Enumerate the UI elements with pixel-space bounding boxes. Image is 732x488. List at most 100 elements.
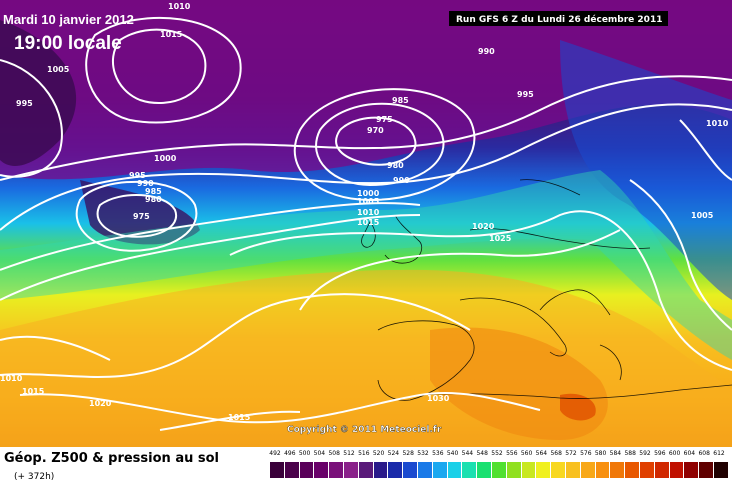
isobar-label: 1010: [706, 119, 729, 128]
color-scale-tick: 508: [328, 450, 340, 457]
coastlines: [361, 179, 732, 401]
color-scale-swatch: [358, 462, 374, 478]
color-scale-swatch: [491, 462, 507, 478]
color-scale-swatch: [270, 462, 285, 478]
color-scale-tick: 568: [550, 450, 562, 457]
color-scale-tick: 540: [446, 450, 459, 457]
color-scale-tick: 492: [269, 450, 281, 457]
color-scale-tick: 596: [654, 450, 666, 457]
isobar-label: 1010: [168, 2, 191, 11]
color-scale-swatch: [699, 462, 714, 478]
isobar-label: 1020: [89, 399, 112, 408]
color-scale-swatch: [403, 462, 418, 478]
color-scale-tick: 560: [520, 450, 533, 457]
isobar-label: 995: [129, 171, 146, 180]
isobars: [0, 16, 732, 431]
isobar-label: 970: [367, 126, 384, 135]
z500-hot-zone: [560, 393, 596, 421]
color-scale-tick: 512: [343, 450, 355, 457]
color-scale-swatch: [343, 462, 359, 478]
color-scale-swatch: [669, 462, 685, 478]
color-scale-tick: 588: [624, 450, 636, 457]
color-scale-tick: 520: [372, 450, 385, 457]
legend-footer: Géop. Z500 & pression au sol (+ 372h) 49…: [0, 447, 732, 488]
isobar-labels: 1010 1015 990 1005 995 985 975 970 995 1…: [0, 2, 729, 422]
isobar-label: 1010: [357, 208, 380, 217]
legend-title: Géop. Z500 & pression au sol: [4, 451, 219, 466]
color-scale-swatch: [713, 462, 729, 478]
color-scale-swatch: [299, 462, 315, 478]
isobar-label: 990: [137, 179, 154, 188]
color-scale-tick: 500: [298, 450, 311, 457]
color-scale-tick: 612: [713, 450, 725, 457]
color-scale-swatch: [388, 462, 404, 478]
isobar-label: 1030: [427, 394, 450, 403]
isobar-label: 1020: [472, 222, 495, 231]
copyright-label: Copyright © 2011 Meteociel.fr: [287, 425, 442, 435]
color-scale-tick: 516: [358, 450, 370, 457]
run-label: Run GFS 6 Z du Lundi 26 décembre 2011: [456, 14, 662, 25]
isobar-label: 1005: [47, 65, 70, 74]
date-label: Mardi 10 janvier 2012: [3, 12, 134, 27]
color-scale-tick: 532: [417, 450, 429, 457]
isobar-label: 1025: [489, 234, 512, 243]
color-scale-swatch: [417, 462, 433, 478]
isobar-label: 975: [376, 115, 393, 124]
color-scale-tick: 600: [668, 450, 681, 457]
color-scale-swatch: [610, 462, 626, 478]
color-scale-swatch: [565, 462, 581, 478]
z500-purple-zone: [0, 0, 732, 180]
color-scale-swatch: [314, 462, 330, 478]
color-scale-tick: 608: [698, 450, 710, 457]
color-scale-tick: 544: [461, 450, 474, 457]
isobar-label: 990: [393, 176, 410, 185]
time-label: 19:00 locale: [14, 33, 122, 54]
color-scale-tick: 584: [609, 450, 622, 457]
isobar-label: 1015: [22, 387, 45, 396]
isobar-label: 1000: [357, 189, 380, 198]
color-scale-swatch: [580, 462, 596, 478]
color-scale-tick: 564: [535, 450, 548, 457]
color-scale-tick: 556: [506, 450, 518, 457]
isobar-label: 995: [16, 99, 33, 108]
color-scale-tick: 580: [594, 450, 607, 457]
color-scale-swatch: [462, 462, 478, 478]
color-scale-swatch: [536, 462, 552, 478]
color-scale-swatch: [477, 462, 492, 478]
color-scale-tick: 524: [387, 450, 400, 457]
color-scale-swatch: [654, 462, 670, 478]
isobar-label: 1005: [691, 211, 714, 220]
forecast-hour: (+ 372h): [14, 472, 55, 482]
isobar-label: 1000: [154, 154, 177, 163]
color-scale-swatch: [284, 462, 300, 478]
color-scale-tick: 572: [565, 450, 577, 457]
isobar-label: 995: [517, 90, 534, 99]
color-scale-tick: 528: [402, 450, 414, 457]
isobar-label: 1010: [0, 374, 23, 383]
color-scale-swatch: [373, 462, 389, 478]
color-scale-swatch: [329, 462, 344, 478]
isobar-label: 985: [145, 187, 162, 196]
color-scale-tick: 504: [313, 450, 326, 457]
color-scale-tick: 592: [639, 450, 651, 457]
color-scale-tick: 536: [432, 450, 444, 457]
color-scale-swatch: [447, 462, 463, 478]
color-scale-tick: 548: [476, 450, 488, 457]
color-scale-tick: 552: [491, 450, 503, 457]
color-scale-swatch: [684, 462, 700, 478]
color-scale-swatch: [521, 462, 537, 478]
isobar-label: 1015: [357, 218, 380, 227]
isobar-label: 975: [133, 212, 150, 221]
isobar-label: 990: [478, 47, 495, 56]
run-banner: [449, 11, 668, 26]
color-scale-tick: 604: [683, 450, 696, 457]
color-scale-swatch: [506, 462, 522, 478]
isobar-label: 1015: [228, 413, 251, 422]
z500-cyan-band: [0, 170, 732, 360]
color-scale-swatch: [625, 462, 640, 478]
color-scale-swatch: [639, 462, 655, 478]
isobar-label: 980: [145, 195, 162, 204]
isobar-label: 985: [392, 96, 409, 105]
color-scale-swatch: [551, 462, 566, 478]
z500-darkpurple-zone: [0, 20, 77, 166]
